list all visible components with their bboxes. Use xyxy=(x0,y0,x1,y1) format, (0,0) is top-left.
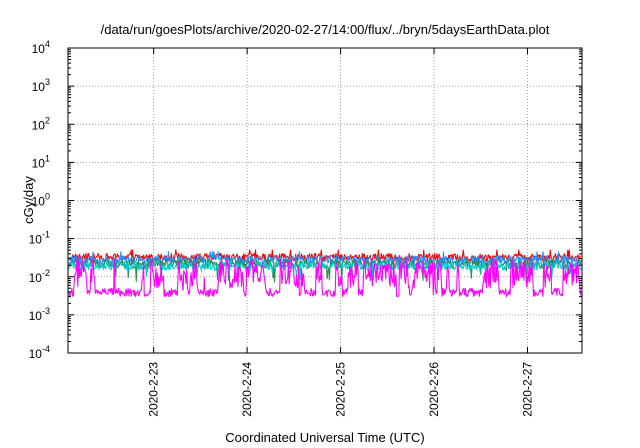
x-tick-label: 2020-2-26 xyxy=(427,362,441,417)
y-tick-label: 10-2 xyxy=(29,268,50,285)
x-axis-label: Coordinated Universal Time (UTC) xyxy=(225,430,424,445)
grid-lines xyxy=(68,48,582,353)
y-tick-label: 10-3 xyxy=(29,306,50,323)
chart-title: /data/run/goesPlots/archive/2020-02-27/1… xyxy=(101,22,550,37)
x-tick-label: 2020-2-23 xyxy=(147,362,161,417)
series-line-4 xyxy=(68,258,582,298)
data-series xyxy=(68,249,582,298)
y-tick-label: 104 xyxy=(32,39,50,56)
y-tick-label: 102 xyxy=(32,115,50,132)
y-axis-ticks: 10-4 10-3 10-2 10-1 100 101 102 103 104 xyxy=(29,39,582,361)
series-line-1 xyxy=(68,251,582,266)
y-tick-label: 10-1 xyxy=(29,230,50,247)
y-axis-label: cGy/day xyxy=(21,176,36,224)
y-tick-label: 100 xyxy=(32,192,50,209)
y-tick-label: 103 xyxy=(32,77,50,94)
y-tick-label: 10-4 xyxy=(29,344,50,361)
y-tick-label: 101 xyxy=(32,153,50,170)
x-tick-label: 2020-2-25 xyxy=(334,362,348,417)
x-tick-label: 2020-2-27 xyxy=(520,362,534,417)
x-tick-label: 2020-2-24 xyxy=(240,362,254,417)
x-axis-ticks: 2020-2-23 2020-2-24 2020-2-25 2020-2-26 2020… xyxy=(147,48,534,417)
series-line-3 xyxy=(68,260,582,281)
plot-frame xyxy=(67,47,583,354)
